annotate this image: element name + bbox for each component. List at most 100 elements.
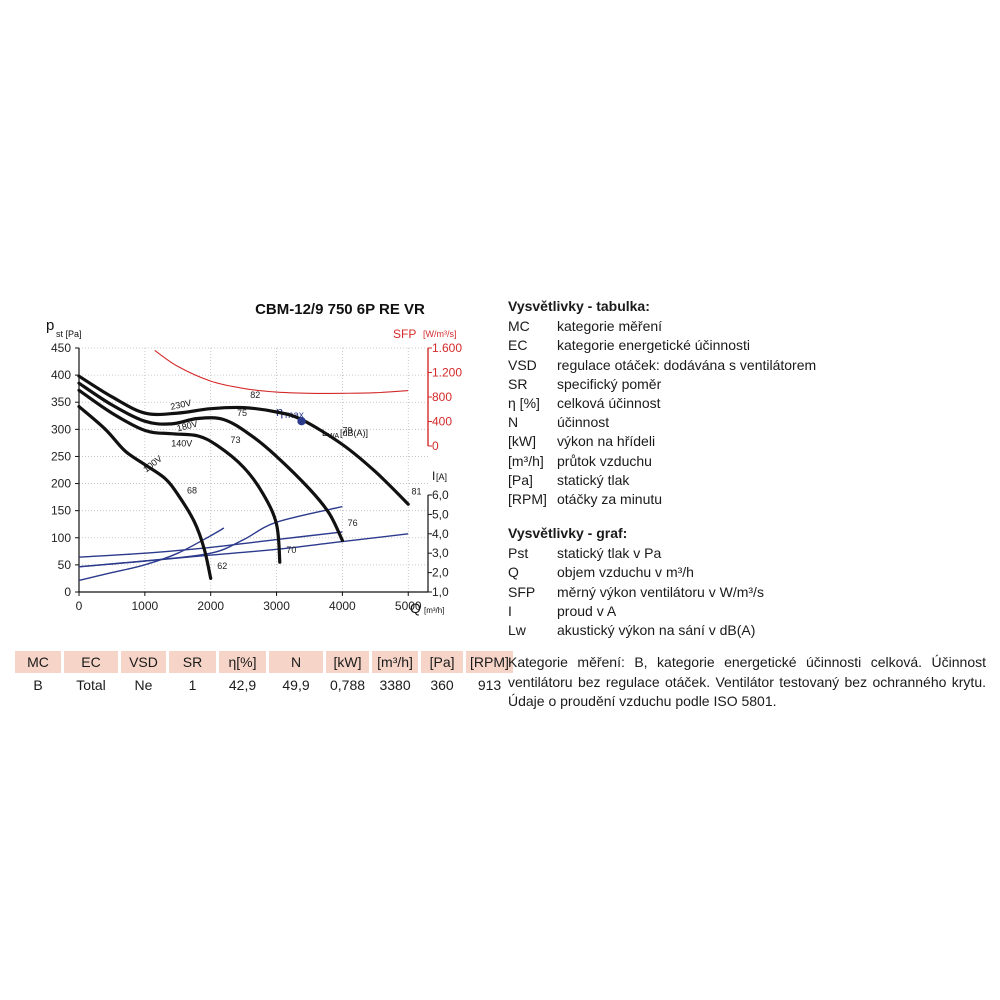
current-tick-label: 6,0 xyxy=(432,488,449,502)
noise-level-label: 73 xyxy=(230,435,240,445)
y-tick-label: 150 xyxy=(51,504,71,518)
list-item: η [%] celková účinnost xyxy=(508,394,816,413)
spec-header-pa: [Pa] xyxy=(421,651,464,673)
y-tick-label: 0 xyxy=(64,585,71,599)
current-axis-label: I [A] xyxy=(432,469,447,483)
list-item: SFP měrný výkon ventilátoru v W/m³/s xyxy=(508,583,764,602)
sfp-axis-label: SFP [W/m³/s] xyxy=(393,327,457,341)
table-cell: 360 xyxy=(430,677,454,693)
spec-header-rpm: [RPM] xyxy=(466,651,513,673)
current-curve xyxy=(78,505,343,568)
noise-level-label: 82 xyxy=(250,390,260,400)
spec-table: MC EC VSD SR η[%] N [kW] [m³/h] [Pa] [RP… xyxy=(12,651,516,697)
table-cell: 42,9 xyxy=(228,677,257,693)
table-cell: B xyxy=(33,677,43,693)
y-tick-label: 200 xyxy=(51,477,71,491)
svg-text:[dB(A)]: [dB(A)] xyxy=(340,428,368,438)
x-tick-label: 4000 xyxy=(329,599,356,613)
current-tick-label: 4,0 xyxy=(432,527,449,541)
legend-value: regulace otáček: dodávána s ventilátorem xyxy=(557,356,817,373)
table-cell: Total xyxy=(76,677,106,693)
list-item: Pst statický tlak v Pa xyxy=(508,544,764,563)
legend-value: specifický poměr xyxy=(557,375,662,392)
pressure-curve-180v xyxy=(77,381,344,543)
list-item: [m³/h] průtok vzduchu xyxy=(508,452,816,471)
pressure-curve-230v xyxy=(77,374,410,506)
noise-level-label: 76 xyxy=(348,518,358,528)
x-tick-label: 0 xyxy=(76,599,83,613)
spec-header-kw: [kW] xyxy=(326,651,370,673)
pressure-curve-140v xyxy=(77,388,282,564)
spec-table-header-row: MC EC VSD SR η[%] N [kW] [m³/h] [Pa] [RP… xyxy=(15,651,513,673)
legend-value: účinnost xyxy=(557,414,610,431)
list-item: SR specifický poměr xyxy=(508,375,816,394)
x-axis-label: Q [m³/h] xyxy=(410,600,444,616)
legend-key: Lw xyxy=(508,622,526,639)
current-curve xyxy=(78,531,343,558)
spec-header-sr: SR xyxy=(169,651,216,673)
sfp-tick-label: 1.200 xyxy=(432,366,462,380)
legend-value: otáčky za minutu xyxy=(557,491,663,508)
sfp-curve xyxy=(154,349,409,394)
current-tick-label: 5,0 xyxy=(432,507,449,521)
legend-key: N xyxy=(508,414,519,431)
legend-key: SR xyxy=(508,375,528,392)
chart-title: CBM-12/9 750 6P RE VR xyxy=(255,301,425,318)
y-axis-label: p st [Pa] xyxy=(46,317,82,339)
spec-header-ec: EC xyxy=(64,651,118,673)
legend-key: Pst xyxy=(508,545,529,562)
noise-level-label: 62 xyxy=(217,561,227,571)
legend-value: proud v A xyxy=(557,602,617,619)
legend-graph-title: Vysvětlivky - graf: xyxy=(508,525,628,541)
list-item: VSD regulace otáček: dodávána s ventiláto… xyxy=(508,356,816,375)
noise-level-label: 79 xyxy=(342,426,352,436)
eta-max-point xyxy=(297,417,306,426)
list-item: [Pa] statický tlak xyxy=(508,471,816,490)
y-tick-label: 100 xyxy=(51,531,71,545)
svg-text:p: p xyxy=(46,317,54,334)
spec-header-mc: MC xyxy=(15,651,61,673)
current-tick-label: 2,0 xyxy=(432,566,449,580)
table-cell: 1 xyxy=(188,677,197,693)
y-tick-label: 50 xyxy=(58,558,72,572)
legend-table-title: Vysvětlivky - tabulka: xyxy=(508,298,650,314)
list-item: MC kategorie měření xyxy=(508,317,816,336)
spec-header-n: N xyxy=(269,651,323,673)
noise-level-label: 70 xyxy=(286,545,296,555)
legend-key: VSD xyxy=(508,356,537,373)
spec-header-vsd: VSD xyxy=(121,651,166,673)
table-cell: 49,9 xyxy=(282,677,310,693)
voltage-label: 180V xyxy=(176,419,199,434)
table-cell: 913 xyxy=(477,677,502,693)
svg-text:WA: WA xyxy=(328,433,339,440)
legend-value: objem vzduchu v m³/h xyxy=(557,564,694,581)
svg-text:I: I xyxy=(432,469,435,483)
voltage-label: 140V xyxy=(171,439,192,449)
legend-value: měrný výkon ventilátoru v W/m³/s xyxy=(557,583,764,600)
legend-value: celková účinnost xyxy=(557,395,661,412)
svg-text:Q: Q xyxy=(410,600,421,616)
list-item: [RPM] otáčky za minutu xyxy=(508,490,816,509)
svg-text:SFP: SFP xyxy=(393,327,416,341)
legend-key: SFP xyxy=(508,583,536,600)
legend-value: akustický výkon na sání v dB(A) xyxy=(557,622,756,639)
y-tick-label: 400 xyxy=(51,368,71,382)
legend-key: η [%] xyxy=(508,395,540,412)
list-item: Lw akustický výkon na sání v dB(A) xyxy=(508,621,764,640)
spec-header-flow: [m³/h] xyxy=(372,651,419,673)
voltage-label: 230V xyxy=(170,398,193,412)
spec-header-eta: η[%] xyxy=(219,651,266,673)
current-curve xyxy=(78,527,225,582)
x-tick-label: 5000 xyxy=(395,599,422,613)
y-tick-label: 300 xyxy=(51,422,71,436)
x-tick-label: 2000 xyxy=(197,599,224,613)
legend-key: [RPM] xyxy=(508,491,547,508)
legend-value: průtok vzduchu xyxy=(557,452,652,469)
legend-key: MC xyxy=(508,318,530,335)
legend-table-block: Vysvětlivky - tabulka: MC kategorie měřen… xyxy=(508,297,816,509)
sfp-tick-label: 0 xyxy=(432,439,439,453)
legend-value: kategorie měření xyxy=(557,318,663,335)
